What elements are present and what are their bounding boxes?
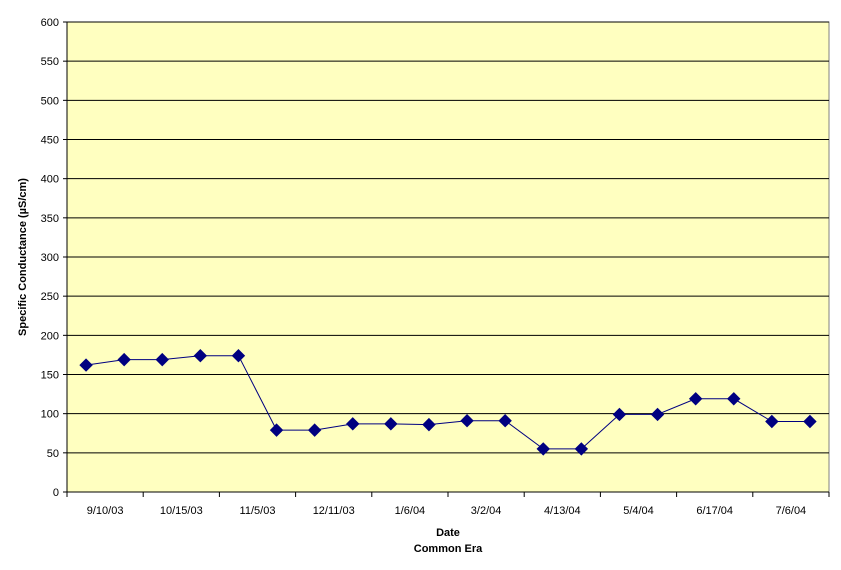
data-point-marker xyxy=(574,442,589,456)
y-tick-label: 450 xyxy=(41,135,59,147)
data-point-marker xyxy=(346,417,360,431)
data-point-marker xyxy=(650,407,665,422)
x-tick-label: 6/17/04 xyxy=(696,505,733,517)
y-tick-label: 50 xyxy=(47,448,59,460)
y-tick-label: 500 xyxy=(41,95,59,107)
y-axis-ticks: 0 50 100 150 200 250 300 350 400 450 500 550 600 xyxy=(41,17,67,499)
y-axis-title: Specific Conductance (µS/cm) xyxy=(17,178,29,336)
data-point-marker xyxy=(307,423,322,437)
y-tick-label: 200 xyxy=(41,330,59,342)
data-point-marker xyxy=(498,414,512,428)
data-point-marker xyxy=(765,414,779,429)
data-point-marker xyxy=(460,414,474,428)
x-axis-subtitle: Common Era xyxy=(414,543,483,555)
x-tick-label: 3/2/04 xyxy=(471,505,502,517)
data-point-marker xyxy=(803,414,817,429)
x-tick-label: 4/13/04 xyxy=(544,505,581,517)
data-point-marker xyxy=(117,352,131,367)
gridlines xyxy=(67,21,829,454)
y-tick-label: 150 xyxy=(41,370,59,382)
x-tick-label: 1/6/04 xyxy=(395,505,426,517)
y-tick-label: 100 xyxy=(41,409,59,421)
x-tick-label: 11/5/03 xyxy=(240,505,276,517)
y-tick-label: 400 xyxy=(41,174,59,186)
x-axis-ticks: 9/10/03 10/15/03 11/5/03 12/11/03 1/6/04 3/2/… xyxy=(66,492,830,517)
x-axis-title: Date xyxy=(436,527,460,539)
data-point-marker xyxy=(384,417,398,431)
x-tick-label: 7/6/04 xyxy=(776,505,807,517)
x-tick-label: 9/10/03 xyxy=(87,505,124,517)
x-tick-label: 12/11/03 xyxy=(313,505,355,517)
x-tick-label: 5/4/04 xyxy=(623,505,654,517)
data-point-marker xyxy=(269,423,284,437)
data-point-marker xyxy=(727,392,741,406)
data-point-marker xyxy=(155,352,169,367)
data-point-marker xyxy=(231,348,246,363)
series-markers xyxy=(79,348,817,456)
y-tick-label: 600 xyxy=(41,17,59,29)
data-point-marker xyxy=(79,358,93,372)
data-point-marker xyxy=(688,392,703,406)
y-tick-label: 250 xyxy=(41,291,59,303)
y-tick-label: 350 xyxy=(41,213,59,225)
data-point-marker xyxy=(422,417,436,432)
data-point-marker xyxy=(193,348,208,363)
y-tick-label: 0 xyxy=(53,487,59,499)
y-tick-label: 300 xyxy=(41,252,59,264)
x-tick-label: 10/15/03 xyxy=(160,505,203,517)
data-point-marker xyxy=(612,407,627,422)
data-point-marker xyxy=(536,442,550,456)
y-tick-label: 550 xyxy=(41,56,59,68)
